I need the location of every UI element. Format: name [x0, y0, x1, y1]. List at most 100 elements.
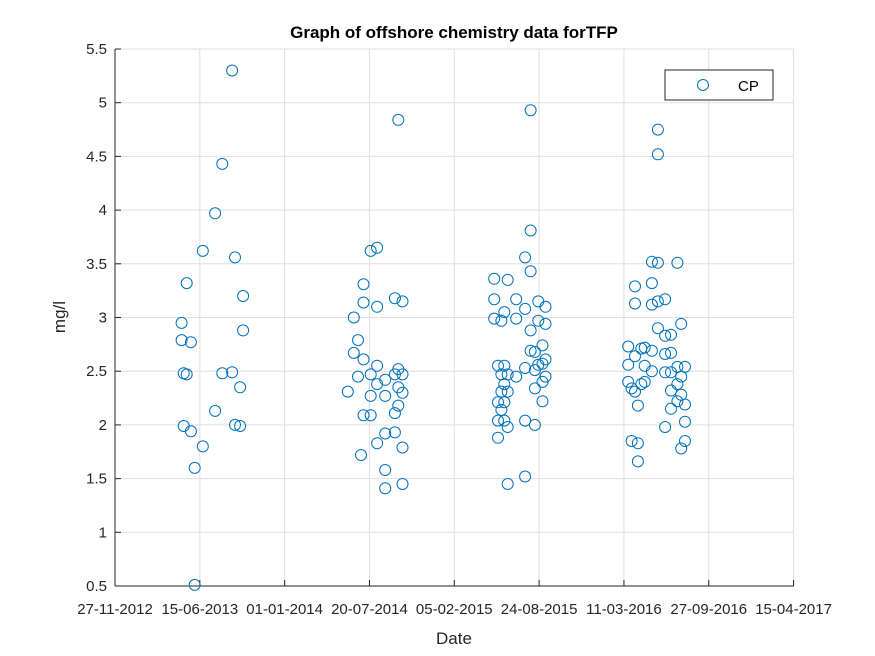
- data-point: [524, 104, 537, 117]
- data-point: [651, 256, 664, 269]
- data-point: [357, 409, 370, 422]
- x-tick-label: 27-09-2016: [670, 601, 747, 618]
- x-tick-label: 11-03-2016: [586, 601, 662, 618]
- data-point: [347, 311, 360, 324]
- data-point: [659, 366, 672, 379]
- data-point: [665, 328, 677, 341]
- data-point: [651, 295, 664, 308]
- data-point: [180, 368, 193, 381]
- data-point: [216, 367, 229, 380]
- data-point: [659, 293, 672, 306]
- data-point: [371, 241, 384, 254]
- data-point: [234, 381, 247, 394]
- data-point: [519, 302, 532, 315]
- y-tick-label: 4.5: [86, 148, 107, 165]
- data-point: [371, 359, 384, 372]
- data-point: [501, 421, 514, 433]
- x-tick-label: 15-04-2017: [755, 601, 832, 618]
- data-point: [498, 396, 511, 409]
- data-point: [364, 409, 377, 422]
- data-point: [501, 478, 514, 490]
- data-point: [237, 290, 250, 302]
- data-point: [188, 461, 201, 474]
- data-point: [645, 365, 658, 378]
- data-point: [635, 378, 648, 391]
- data-point: [379, 464, 392, 476]
- data-point: [536, 357, 549, 370]
- data-point: [631, 437, 644, 450]
- x-tick-label: 24-08-2015: [501, 601, 578, 618]
- data-point: [659, 421, 672, 433]
- data-point: [234, 420, 247, 432]
- data-point: [488, 293, 501, 306]
- data-point: [357, 278, 370, 291]
- data-point: [539, 300, 552, 313]
- data-point: [536, 395, 549, 408]
- data-point: [629, 385, 641, 398]
- data-point: [226, 64, 239, 77]
- data-point: [371, 300, 384, 313]
- data-point: [501, 368, 514, 381]
- data-point: [629, 297, 641, 310]
- data-point: [536, 339, 549, 352]
- data-point: [492, 431, 504, 444]
- data-point: [665, 346, 677, 359]
- data-point: [388, 407, 401, 420]
- data-point: [629, 280, 641, 293]
- data-point: [510, 293, 523, 306]
- data-point: [388, 426, 401, 439]
- data-point: [519, 362, 532, 374]
- data-point: [622, 340, 635, 353]
- data-point: [492, 396, 504, 409]
- data-point: [675, 442, 688, 455]
- y-tick-label: 1: [99, 524, 107, 541]
- data-point: [622, 375, 635, 388]
- x-tick-label: 27-11-2012: [77, 601, 153, 618]
- data-point: [539, 353, 552, 366]
- data-point: [625, 435, 638, 447]
- data-point: [622, 358, 635, 371]
- data-point: [524, 324, 537, 337]
- data-point: [501, 385, 514, 398]
- data-point: [492, 359, 504, 372]
- data-point: [355, 449, 367, 461]
- data-point: [184, 336, 197, 349]
- data-point: [645, 298, 658, 311]
- data-point: [665, 402, 677, 415]
- data-point: [379, 373, 392, 386]
- data-point: [188, 578, 201, 591]
- tick-labels: 0.5 1 1.5 2 2.5 3 3.5 4 4.5 5 5.5 27-11-2012 15-06-2…: [77, 41, 832, 618]
- data-point: [651, 322, 664, 335]
- data-point: [396, 478, 409, 490]
- data-point: [625, 382, 638, 395]
- y-axis-label: mg/l: [50, 301, 69, 333]
- axes: [114, 48, 795, 587]
- y-tick-label: 2.5: [86, 363, 107, 380]
- data-point: [229, 251, 241, 264]
- data-point: [539, 317, 552, 330]
- data-point: [175, 316, 188, 329]
- data-point: [645, 344, 658, 357]
- data-point: [519, 414, 532, 427]
- data-point: [528, 382, 541, 395]
- data-point: [519, 251, 532, 264]
- data-point: [679, 398, 691, 411]
- data-point: [196, 440, 209, 453]
- data-point: [498, 359, 511, 372]
- data-point: [524, 224, 537, 237]
- data-point: [352, 334, 364, 347]
- data-point: [392, 399, 405, 412]
- data-point: [532, 314, 545, 327]
- data-point: [357, 296, 370, 309]
- data-point: [209, 207, 222, 220]
- data-point: [501, 273, 514, 286]
- data-point: [631, 399, 644, 412]
- data-point: [357, 353, 370, 366]
- data-point: [396, 295, 409, 308]
- data-point: [679, 360, 691, 373]
- data-point: [524, 265, 537, 278]
- x-tick-label: 15-06-2013: [161, 601, 238, 618]
- data-point: [492, 414, 504, 427]
- data-point: [216, 157, 229, 170]
